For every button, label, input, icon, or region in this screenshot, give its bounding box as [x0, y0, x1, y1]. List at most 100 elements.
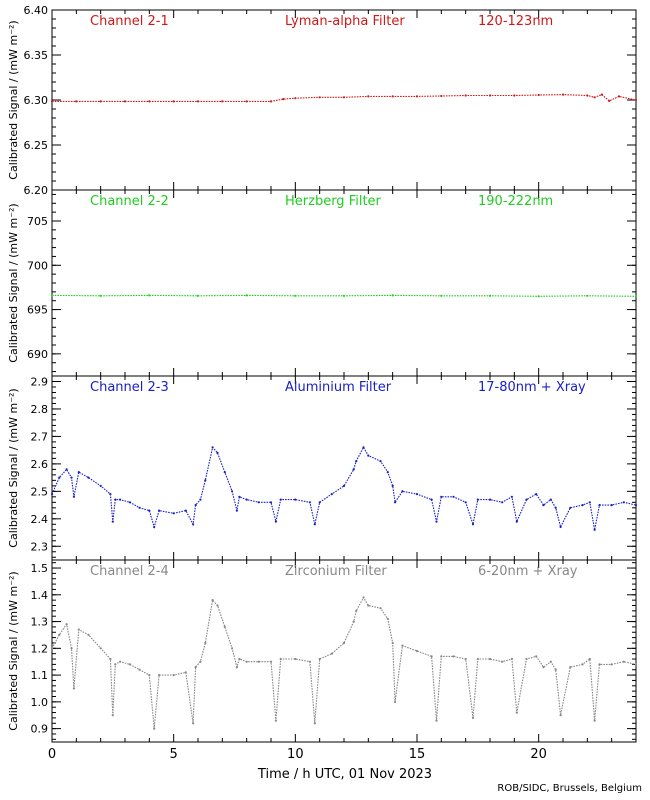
data-point: [342, 96, 346, 99]
data-point: [476, 498, 479, 501]
data-point: [245, 660, 248, 663]
y-tick-label: 690: [27, 348, 48, 361]
data-point: [561, 93, 565, 96]
data-point: [391, 641, 394, 645]
data-point: [204, 641, 207, 645]
data-point: [308, 660, 311, 663]
data-point: [231, 647, 234, 650]
data-point: [148, 509, 151, 512]
data-point: [269, 501, 273, 504]
data-point: [352, 620, 355, 623]
data-point: [362, 596, 365, 599]
data-point: [488, 294, 492, 297]
data-point: [367, 454, 370, 457]
data-point: [50, 100, 54, 103]
data-point: [245, 100, 248, 103]
band-title: 17-80nm + Xray: [478, 380, 586, 395]
data-point: [172, 100, 175, 103]
data-point: [488, 657, 492, 661]
data-point: [192, 722, 195, 725]
x-tick-label: 15: [409, 747, 426, 762]
data-point: [617, 95, 621, 98]
filter-title: Lyman-alpha Filter: [285, 14, 405, 29]
data-point: [501, 660, 504, 663]
y-tick-label: 695: [27, 304, 48, 317]
data-point: [593, 719, 596, 722]
data-point: [87, 633, 90, 637]
panel-4: 0.9 1.0 1.1 1.2 1.3 1.4 1.5 Calibrated Signal /…: [7, 559, 638, 743]
data-point: [238, 495, 241, 498]
data-point: [362, 446, 365, 449]
data-point: [554, 668, 557, 671]
data-point: [99, 647, 102, 650]
y-tick-label: 1.5: [31, 562, 49, 575]
y-axis-label: Calibrated Signal / (mW m⁻²): [7, 20, 20, 179]
channel-title: Channel 2-3: [90, 380, 169, 395]
y-tick-label: 700: [27, 259, 48, 272]
data-point: [109, 657, 112, 661]
data-point: [513, 94, 516, 97]
data-point: [537, 295, 540, 298]
data-point: [569, 506, 572, 509]
data-point: [569, 666, 572, 669]
data-point: [257, 660, 260, 663]
data-point: [581, 663, 584, 666]
data-point: [515, 711, 518, 714]
data-point: [279, 498, 282, 501]
data-point: [77, 628, 80, 631]
x-tick-label: 10: [287, 747, 304, 762]
data-point: [588, 657, 591, 661]
y-tick-label: 6.40: [24, 4, 49, 17]
data-point: [50, 647, 54, 650]
data-point: [99, 294, 102, 297]
y-tick-label: 0.9: [31, 723, 49, 736]
data-point: [65, 623, 68, 626]
data-point: [114, 663, 117, 666]
data-point: [235, 509, 238, 512]
data-point: [600, 93, 604, 96]
data-point: [50, 493, 54, 496]
data-point: [111, 520, 114, 523]
data-point: [471, 523, 475, 526]
data-point: [184, 509, 187, 512]
data-point: [257, 501, 260, 504]
data-point: [415, 649, 419, 653]
data-point: [245, 294, 248, 297]
data-point: [634, 663, 638, 666]
data-point: [294, 657, 297, 661]
data-point: [488, 94, 492, 97]
data-point: [148, 294, 151, 297]
y-tick-label: 2.7: [31, 430, 49, 443]
data-point: [549, 660, 552, 663]
band-title: 120-123nm: [478, 14, 553, 29]
data-point: [294, 294, 297, 297]
data-point: [476, 657, 479, 661]
data-point: [355, 460, 358, 463]
data-point: [342, 484, 346, 487]
data-point: [386, 471, 389, 474]
data-point: [75, 100, 78, 103]
data-point: [415, 95, 419, 98]
data-point: [452, 655, 455, 658]
data-point: [245, 498, 248, 501]
data-point: [238, 657, 241, 661]
data-point: [318, 96, 321, 99]
data-point: [622, 660, 625, 663]
data-point: [525, 498, 528, 501]
data-point: [70, 647, 73, 650]
data-point: [282, 98, 285, 101]
data-point: [515, 520, 518, 523]
data-point: [464, 657, 467, 661]
data-point: [535, 493, 538, 496]
filter-title: Aluminium Filter: [285, 380, 392, 395]
data-point: [342, 641, 346, 645]
y-axis-label: Calibrated Signal / (mW m⁻²): [7, 203, 20, 362]
y-axis-label: Calibrated Signal / (mW m⁻²): [7, 571, 20, 730]
data-point: [464, 501, 467, 504]
data-point: [330, 652, 333, 655]
credit-text: ROB/SIDC, Brussels, Belgium: [497, 783, 642, 794]
data-point: [199, 498, 202, 501]
data-point: [216, 451, 219, 454]
band-title: 190-222nm: [478, 194, 553, 209]
data-point: [123, 100, 127, 103]
